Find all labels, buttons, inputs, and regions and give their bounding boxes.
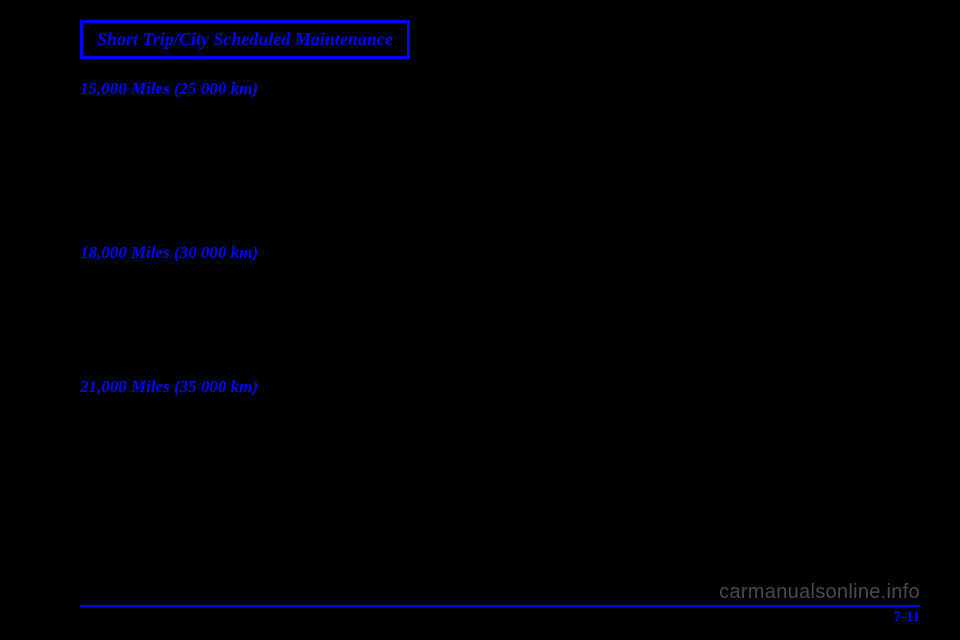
page-number: 7-11 xyxy=(893,609,920,626)
section-heading-3: 21,000 Miles (35 000 km) xyxy=(80,377,920,397)
page-content: Short Trip/City Scheduled Maintenance 15… xyxy=(80,20,920,620)
section-heading-1: 15,000 Miles (25 000 km) xyxy=(80,79,920,99)
watermark: carmanualsonline.info xyxy=(719,581,920,604)
footer-rule: 7-11 xyxy=(80,605,920,626)
section-body-1 xyxy=(80,105,920,235)
section-body-2 xyxy=(80,269,920,369)
section-heading-2: 18,000 Miles (30 000 km) xyxy=(80,243,920,263)
title-box: Short Trip/City Scheduled Maintenance xyxy=(80,20,410,59)
document-title: Short Trip/City Scheduled Maintenance xyxy=(97,29,393,49)
